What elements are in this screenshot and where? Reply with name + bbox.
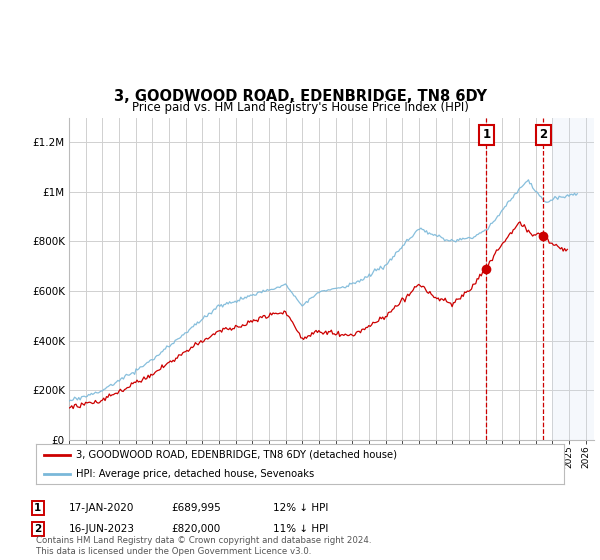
Text: 17-JAN-2020: 17-JAN-2020 — [69, 503, 134, 513]
Bar — [553, 118, 594, 440]
Text: 2: 2 — [539, 128, 547, 142]
Text: 2: 2 — [34, 524, 41, 534]
Text: 12% ↓ HPI: 12% ↓ HPI — [273, 503, 328, 513]
Text: Contains HM Land Registry data © Crown copyright and database right 2024.
This d: Contains HM Land Registry data © Crown c… — [36, 536, 371, 556]
Text: £689,995: £689,995 — [171, 503, 221, 513]
Text: 3, GOODWOOD ROAD, EDENBRIDGE, TN8 6DY (detached house): 3, GOODWOOD ROAD, EDENBRIDGE, TN8 6DY (d… — [76, 450, 397, 460]
Text: 16-JUN-2023: 16-JUN-2023 — [69, 524, 135, 534]
Text: 1: 1 — [34, 503, 41, 513]
Text: 11% ↓ HPI: 11% ↓ HPI — [273, 524, 328, 534]
Text: Price paid vs. HM Land Registry's House Price Index (HPI): Price paid vs. HM Land Registry's House … — [131, 101, 469, 114]
Text: 3, GOODWOOD ROAD, EDENBRIDGE, TN8 6DY: 3, GOODWOOD ROAD, EDENBRIDGE, TN8 6DY — [113, 88, 487, 104]
Text: £820,000: £820,000 — [171, 524, 220, 534]
Text: 1: 1 — [482, 128, 490, 142]
Text: HPI: Average price, detached house, Sevenoaks: HPI: Average price, detached house, Seve… — [76, 469, 314, 478]
